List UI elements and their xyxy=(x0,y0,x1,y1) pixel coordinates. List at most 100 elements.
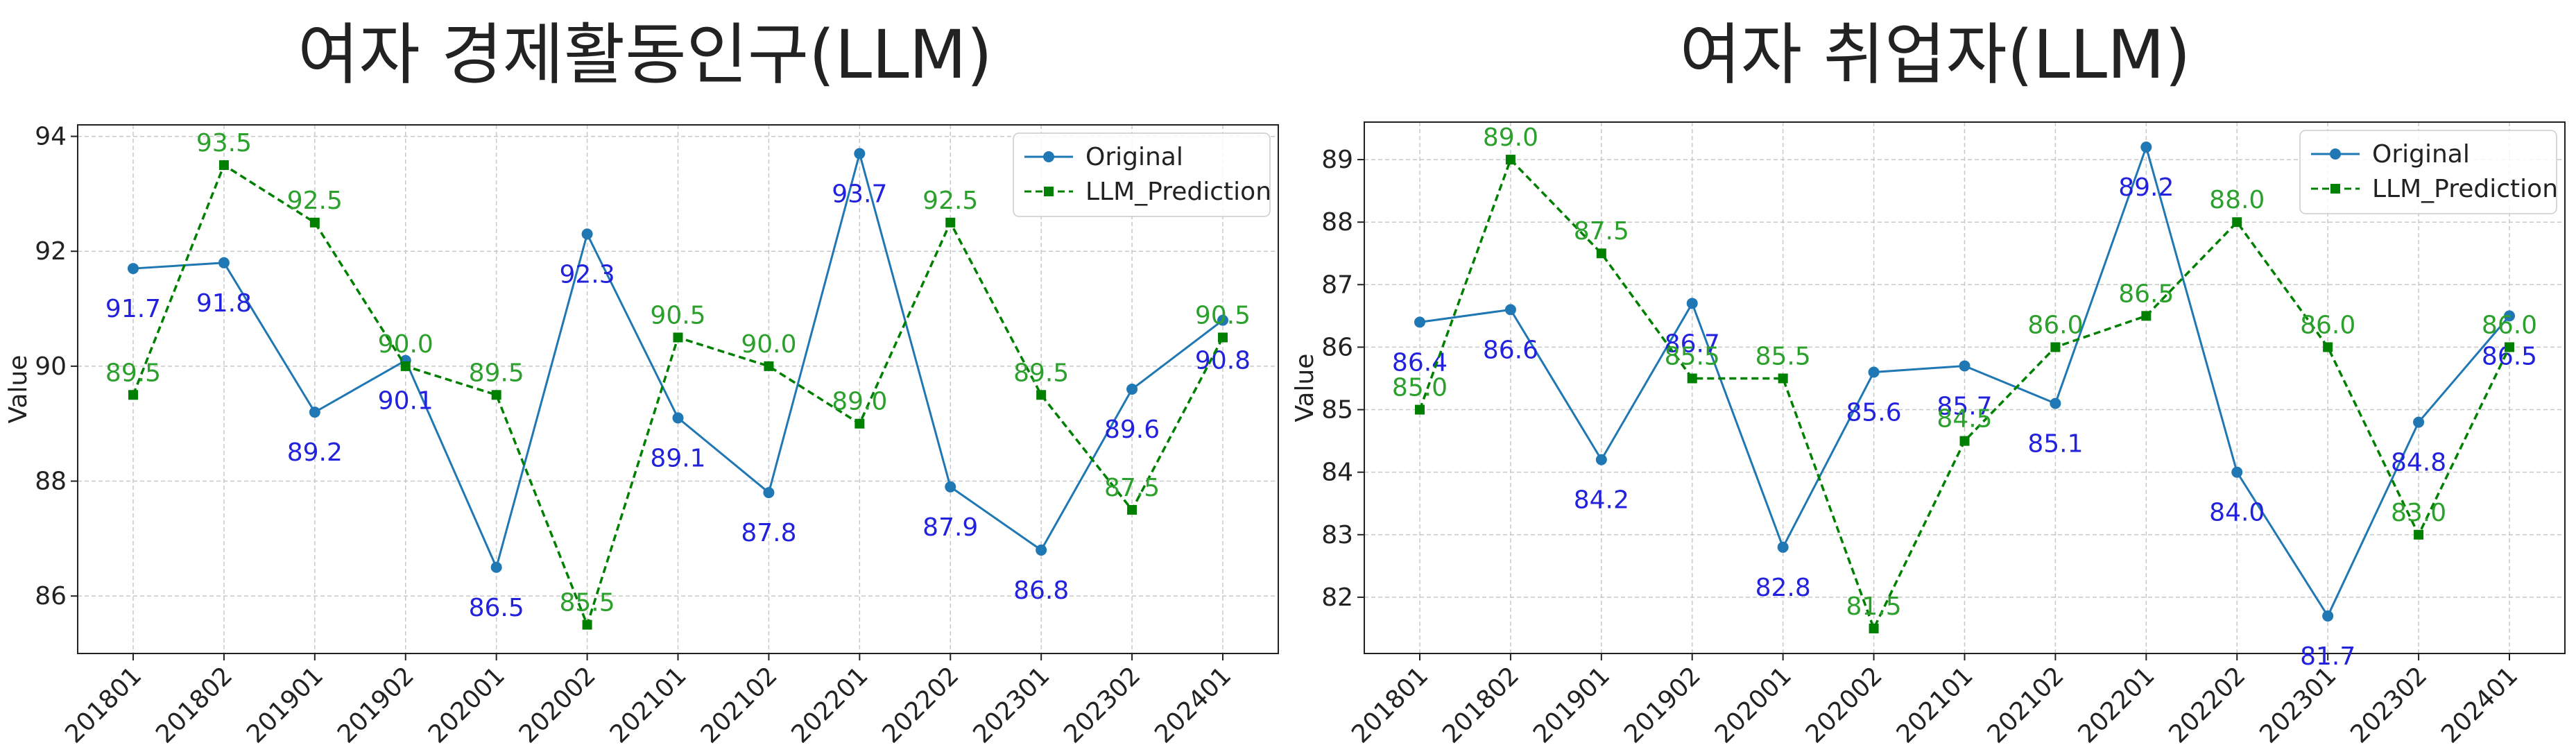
prediction-data-label: 85.5 xyxy=(1665,342,1720,370)
legend-label: LLM_Prediction xyxy=(1085,178,1271,206)
prediction-point xyxy=(1596,248,1606,259)
prediction-point xyxy=(2414,529,2424,540)
original-data-label: 85.7 xyxy=(1937,392,1992,420)
original-data-label: 81.7 xyxy=(2300,642,2355,671)
x-tick-label: 201801 xyxy=(1346,661,1434,749)
original-data-label: 89.6 xyxy=(1104,416,1160,444)
prediction-data-label: 88.0 xyxy=(2209,186,2265,214)
legend-prediction-marker xyxy=(1044,187,1054,196)
x-tick-label: 202001 xyxy=(1710,661,1797,749)
legend-label: Original xyxy=(1085,143,1183,171)
legend-label: LLM_Prediction xyxy=(2372,175,2558,203)
y-axis-label: Value xyxy=(1291,354,1319,422)
y-tick-label: 94 xyxy=(35,123,67,151)
chart-title: 여자 경제활동인구(LLM) xyxy=(298,16,993,94)
prediction-data-label: 85.0 xyxy=(1392,374,1448,402)
x-tick-label: 202002 xyxy=(514,661,601,749)
prediction-data-label: 89.0 xyxy=(1483,123,1538,152)
prediction-point xyxy=(2232,217,2242,228)
prediction-data-label: 90.0 xyxy=(378,330,433,359)
original-point xyxy=(1959,360,1970,372)
original-data-label: 87.8 xyxy=(741,519,796,547)
x-tick-label: 202301 xyxy=(2254,661,2342,749)
x-tick-label: 202101 xyxy=(1891,661,1979,749)
prediction-data-label: 86.5 xyxy=(2118,280,2174,308)
original-data-label: 82.8 xyxy=(1755,574,1811,602)
legend: Original LLM_Prediction xyxy=(1013,133,1271,217)
prediction-data-label: 90.0 xyxy=(741,330,796,359)
prediction-data-label: 89.5 xyxy=(469,359,524,387)
prediction-data-label: 89.5 xyxy=(1013,359,1069,387)
original-point xyxy=(218,257,230,268)
original-point xyxy=(945,481,956,493)
original-data-label: 86.8 xyxy=(1013,576,1069,605)
prediction-data-label: 90.5 xyxy=(1195,301,1251,330)
x-tick-label: 202102 xyxy=(696,661,783,749)
y-tick-label: 86 xyxy=(35,582,67,610)
prediction-point xyxy=(673,332,683,343)
prediction-data-label: 85.5 xyxy=(1755,342,1811,370)
y-tick-label: 85 xyxy=(1321,396,1353,425)
x-tick-label: 202201 xyxy=(787,661,874,749)
original-point xyxy=(672,412,684,424)
x-tick-label: 202102 xyxy=(1982,661,2070,749)
x-tick-label: 201802 xyxy=(151,661,238,749)
original-data-label: 86.7 xyxy=(1665,330,1720,358)
x-tick-label: 202401 xyxy=(2436,661,2523,749)
x-tick-label: 201902 xyxy=(332,661,420,749)
prediction-data-label: 90.5 xyxy=(650,301,705,330)
original-point xyxy=(1686,298,1698,309)
original-point xyxy=(2322,610,2334,622)
original-point xyxy=(2413,416,2425,428)
original-point xyxy=(2140,142,2152,153)
prediction-data-label: 87.5 xyxy=(1574,217,1629,246)
y-tick-label: 92 xyxy=(35,237,67,266)
original-point xyxy=(581,228,593,240)
original-data-label: 87.9 xyxy=(922,513,978,542)
x-tick-label: 202001 xyxy=(423,661,510,749)
original-data-label: 84.2 xyxy=(1574,486,1629,515)
legend-prediction-marker xyxy=(2330,184,2340,194)
prediction-data-label: 89.5 xyxy=(105,359,161,387)
prediction-point xyxy=(1869,623,1879,633)
original-data-label: 91.8 xyxy=(196,289,252,318)
x-tick-label: 202202 xyxy=(877,661,964,749)
x-tick-label: 201901 xyxy=(241,661,329,749)
original-data-label: 85.6 xyxy=(1846,398,1902,427)
prediction-point xyxy=(128,390,138,400)
y-tick-label: 88 xyxy=(35,468,67,496)
prediction-point xyxy=(1127,504,1137,515)
prediction-data-label: 92.5 xyxy=(287,187,343,215)
y-axis-label: Value xyxy=(4,355,33,424)
prediction-point xyxy=(218,160,229,170)
prediction-data-label: 87.5 xyxy=(1104,474,1160,502)
prediction-point xyxy=(2323,342,2333,352)
prediction-data-label: 83.0 xyxy=(2391,499,2446,527)
legend-label: Original xyxy=(2372,140,2470,169)
prediction-data-label: 81.5 xyxy=(1846,592,1902,621)
chart-title: 여자 취업자(LLM) xyxy=(1680,16,2191,94)
legend: Original LLM_Prediction xyxy=(2299,130,2558,214)
y-tick-label: 90 xyxy=(35,352,67,381)
x-tick-label: 201901 xyxy=(1528,661,1615,749)
original-point xyxy=(1868,366,1880,378)
x-tick-label: 201802 xyxy=(1437,661,1525,749)
prediction-data-label: 93.5 xyxy=(196,129,252,157)
prediction-point xyxy=(2505,342,2514,352)
x-tick-label: 202202 xyxy=(2163,661,2251,749)
prediction-point xyxy=(1778,373,1788,384)
prediction-point xyxy=(491,390,501,400)
x-tick-label: 202302 xyxy=(2345,661,2432,749)
original-data-label: 89.2 xyxy=(2118,173,2174,202)
prediction-point xyxy=(2141,311,2152,321)
original-point xyxy=(490,561,502,573)
original-data-label: 86.5 xyxy=(469,594,524,622)
original-point xyxy=(1036,544,1047,556)
x-tick-label: 202201 xyxy=(2073,661,2161,749)
prediction-point xyxy=(1218,332,1228,343)
legend-original-marker xyxy=(2330,148,2341,160)
original-data-label: 93.7 xyxy=(832,180,887,208)
prediction-data-label: 89.0 xyxy=(832,388,887,416)
